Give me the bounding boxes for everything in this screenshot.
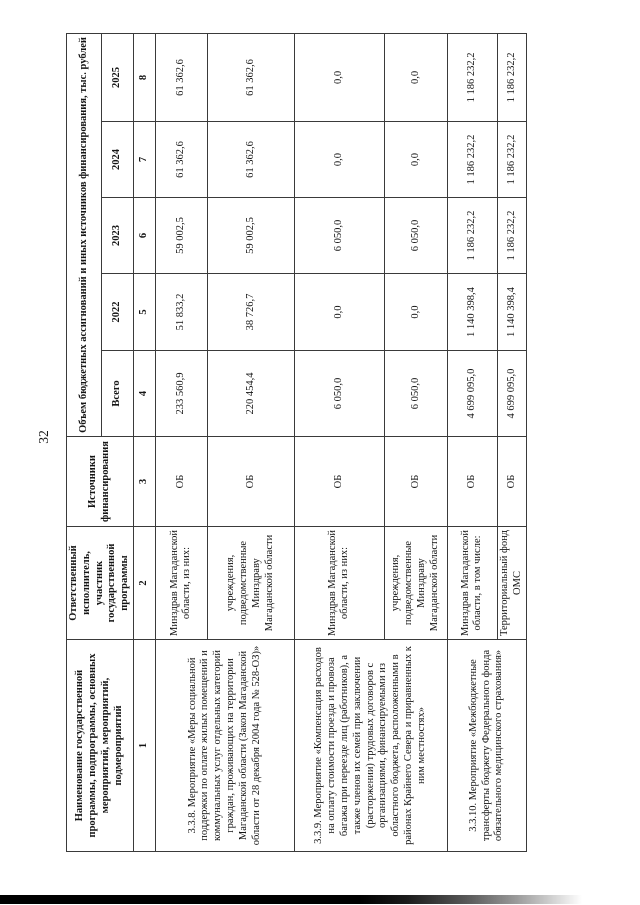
page-number: 32 [36, 430, 51, 444]
column-number-row: 1 2 3 4 5 6 7 8 [133, 33, 156, 852]
header-subcol-2024: 2024 [101, 121, 134, 198]
cell-value: 61 362,6 [155, 121, 208, 198]
header-col-program-name: Наименование государственной программы, … [66, 639, 134, 852]
cell-value: 51 833,2 [155, 273, 208, 351]
cell-value: 6 050,0 [294, 197, 385, 274]
cell-value: 1 186 232,2 [497, 197, 527, 274]
cell-value: 1 186 232,2 [497, 33, 527, 122]
cell-source: ОБ [294, 436, 385, 527]
cell-source: ОБ [207, 436, 295, 527]
scan-artifact-bar [0, 895, 600, 904]
header-subcol-2023: 2023 [101, 197, 134, 274]
cell-value: 61 362,6 [207, 121, 295, 198]
cell-value: 6 050,0 [384, 197, 448, 274]
header-row: Наименование государственной программы, … [66, 33, 134, 852]
cell-executor: учреждения, подведомственные Минздраву М… [384, 526, 448, 640]
cell-source: ОБ [384, 436, 448, 527]
header-col-executor: Ответственный исполнитель, участник госу… [66, 526, 134, 640]
cell-executor: Минздрав Магаданской области, из них: [155, 526, 208, 640]
cell-executor: Территориальный фонд ОМС [497, 526, 527, 640]
cell-program-name: 3.3.8. Мероприятие «Меры социальной подд… [155, 639, 295, 852]
header-col-volume: Объем бюджетных ассигнований и иных исто… [66, 33, 102, 437]
column-number-3: 3 [133, 436, 156, 527]
cell-program-name: 3.3.9. Мероприятие «Компенсация расходов… [294, 639, 448, 852]
cell-value: 6 050,0 [294, 350, 385, 437]
cell-value: 0,0 [384, 121, 448, 198]
cell-value: 6 050,0 [384, 350, 448, 437]
column-number-6: 6 [133, 197, 156, 274]
cell-value: 59 002,5 [155, 197, 208, 274]
cell-value: 0,0 [294, 273, 385, 351]
cell-value: 38 726,7 [207, 273, 295, 351]
cell-value: 4 699 095,0 [497, 350, 527, 437]
cell-value: 1 186 232,2 [447, 121, 498, 198]
table-row: 3.3.10. Мероприятие «Межбюджетные трансф… [447, 33, 527, 852]
column-number-8: 8 [133, 33, 156, 122]
cell-source: ОБ [155, 436, 208, 527]
column-number-4: 4 [133, 350, 156, 437]
cell-program-name: 3.3.10. Мероприятие «Межбюджетные трансф… [447, 639, 527, 852]
cell-source: ОБ [447, 436, 498, 527]
cell-value: 4 699 095,0 [447, 350, 498, 437]
cell-value: 220 454,4 [207, 350, 295, 437]
cell-value: 1 186 232,2 [497, 121, 527, 198]
cell-value: 61 362,6 [207, 33, 295, 122]
column-number-1: 1 [133, 639, 156, 852]
cell-value: 0,0 [294, 33, 385, 122]
cell-value: 1 186 232,2 [447, 197, 498, 274]
cell-value: 59 002,5 [207, 197, 295, 274]
budget-table: Наименование государственной программы, … [66, 33, 527, 852]
table-row: 3.3.9. Мероприятие «Компенсация расходов… [294, 33, 448, 852]
table-row: 3.3.8. Мероприятие «Меры социальной подд… [155, 33, 295, 852]
header-subcol-total: Всего [101, 350, 134, 437]
cell-value: 233 560,9 [155, 350, 208, 437]
cell-executor: Минздрав Магаданской области, в том числ… [447, 526, 498, 640]
column-number-2: 2 [133, 526, 156, 640]
cell-value: 1 140 398,4 [447, 273, 498, 351]
header-subcol-2025: 2025 [101, 33, 134, 122]
cell-executor: Минздрав Магаданской области, из них: [294, 526, 385, 640]
rotated-table-container: Наименование государственной программы, … [66, 33, 527, 852]
column-number-7: 7 [133, 121, 156, 198]
cell-value: 0,0 [384, 33, 448, 122]
column-number-5: 5 [133, 273, 156, 351]
cell-value: 1 140 398,4 [497, 273, 527, 351]
header-col-sources: Источники финансирования [66, 436, 134, 527]
cell-value: 1 186 232,2 [447, 33, 498, 122]
cell-value: 0,0 [384, 273, 448, 351]
cell-executor: учреждения, подведомственные Минздраву М… [207, 526, 295, 640]
cell-value: 61 362,6 [155, 33, 208, 122]
cell-value: 0,0 [294, 121, 385, 198]
header-subcol-2022: 2022 [101, 273, 134, 351]
cell-source: ОБ [497, 436, 527, 527]
